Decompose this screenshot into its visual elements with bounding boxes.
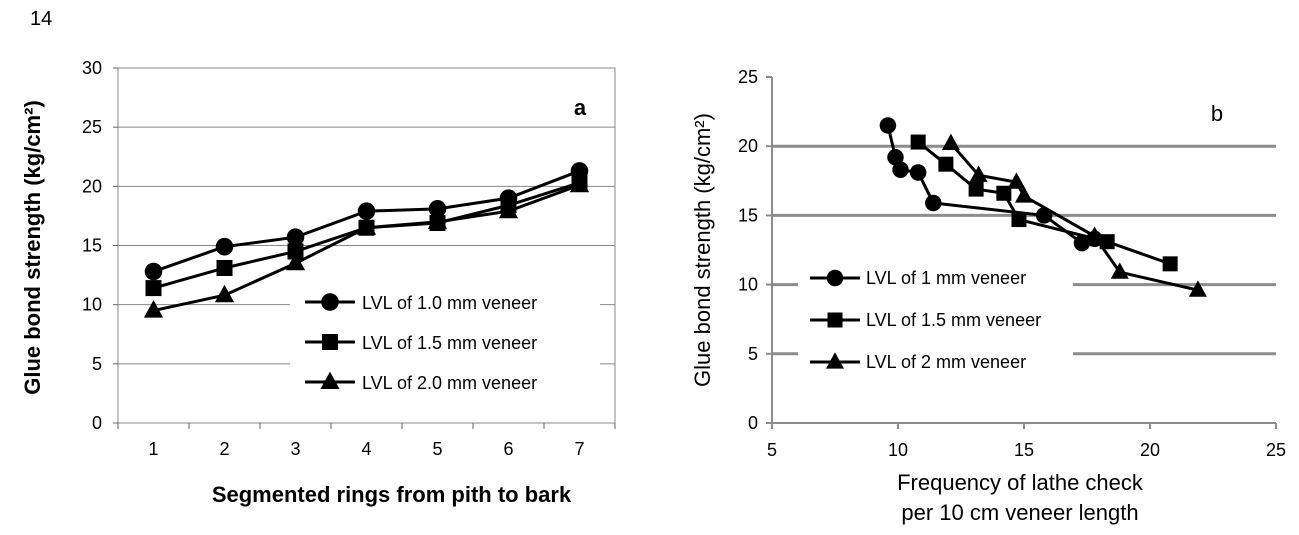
data-point xyxy=(357,202,376,220)
data-point xyxy=(569,174,590,193)
data-point xyxy=(286,228,305,247)
legend-label: LVL of 1 mm veneer xyxy=(866,268,1026,288)
data-point xyxy=(938,156,954,172)
data-point xyxy=(1015,186,1033,203)
data-point xyxy=(887,149,904,166)
y-tick-label: 20 xyxy=(82,176,102,196)
legend-marker xyxy=(322,334,338,350)
y-axis-title: Glue bond strength (kg/cm²) xyxy=(690,113,715,387)
y-tick-label: 25 xyxy=(738,67,758,87)
data-point xyxy=(143,300,164,318)
x-tick-label: 3 xyxy=(290,439,300,459)
data-point xyxy=(969,165,988,182)
x-tick-label: 5 xyxy=(432,439,442,459)
y-tick-label: 5 xyxy=(92,354,102,374)
data-point xyxy=(287,243,304,260)
data-point xyxy=(1007,172,1026,189)
y-tick-label: 20 xyxy=(738,136,758,156)
y-tick-label: 15 xyxy=(738,205,758,225)
legend-label: LVL of 1.5 mm veneer xyxy=(362,333,537,353)
y-tick-label: 5 xyxy=(748,344,758,364)
data-point xyxy=(498,200,519,219)
data-point xyxy=(968,181,984,197)
legend-marker xyxy=(827,312,843,328)
x-tick-label: 5 xyxy=(767,440,777,460)
y-tick-label: 15 xyxy=(82,236,102,256)
legend-box xyxy=(798,233,1073,381)
data-point xyxy=(1085,226,1104,243)
y-tick-label: 0 xyxy=(748,413,758,433)
y-tick-label: 10 xyxy=(82,295,102,315)
legend-marker xyxy=(826,352,844,369)
legend-marker xyxy=(826,269,844,287)
y-axis-title: Glue bond strength (kg/cm²) xyxy=(20,100,45,395)
x-tick-label: 4 xyxy=(361,439,371,459)
legend-marker xyxy=(320,371,340,390)
x-tick-label: 1 xyxy=(148,439,158,459)
x-axis-title-line2: per 10 cm veneer length xyxy=(901,500,1138,525)
panel-label: a xyxy=(574,95,587,120)
legend-label: LVL of 2.0 mm veneer xyxy=(362,373,537,393)
data-point xyxy=(428,200,447,218)
data-point xyxy=(941,133,960,151)
data-point xyxy=(145,280,162,297)
data-point xyxy=(1188,280,1207,297)
data-point xyxy=(1162,256,1178,272)
data-point xyxy=(356,217,377,235)
legend-marker xyxy=(321,293,339,311)
data-point xyxy=(879,117,897,134)
x-tick-label: 7 xyxy=(574,439,584,459)
chart-a: 0 5 10 15 20 25 30 1 2 3 4 5 6 7 Segmented rings from … xyxy=(20,58,616,507)
data-point xyxy=(1073,234,1091,252)
x-tick-label: 2 xyxy=(219,439,229,459)
y-tick-label: 25 xyxy=(82,117,102,137)
data-point xyxy=(1011,212,1027,228)
legend-label: LVL of 1.0 mm veneer xyxy=(362,293,537,313)
data-point xyxy=(214,284,235,303)
x-tick-label: 6 xyxy=(503,439,513,459)
data-point xyxy=(996,185,1012,201)
data-point xyxy=(216,259,233,276)
panel-label: b xyxy=(1211,101,1223,126)
data-point xyxy=(910,134,926,150)
x-tick-label: 15 xyxy=(1014,440,1034,460)
data-point xyxy=(1110,262,1129,279)
data-point xyxy=(909,164,927,181)
legend-label: LVL of 1.5 mm veneer xyxy=(866,310,1041,330)
data-point xyxy=(1099,234,1115,250)
y-tick-label: 30 xyxy=(82,58,102,78)
page-number: 14 xyxy=(30,8,53,30)
data-point xyxy=(427,211,448,229)
data-point xyxy=(925,194,942,212)
data-point xyxy=(144,262,163,281)
x-tick-label: 10 xyxy=(888,440,908,460)
x-tick-label: 25 xyxy=(1266,440,1286,460)
x-tick-label: 20 xyxy=(1140,440,1160,460)
y-tick-label: 10 xyxy=(738,275,758,295)
data-point xyxy=(215,237,234,256)
legend-label: LVL of 2 mm veneer xyxy=(866,352,1026,372)
data-point xyxy=(892,161,909,178)
y-tick-label: 0 xyxy=(92,413,102,433)
x-axis-title: Segmented rings from pith to bark xyxy=(212,482,572,507)
x-axis-title-line1: Frequency of lathe check xyxy=(897,470,1144,495)
data-point xyxy=(285,252,306,271)
